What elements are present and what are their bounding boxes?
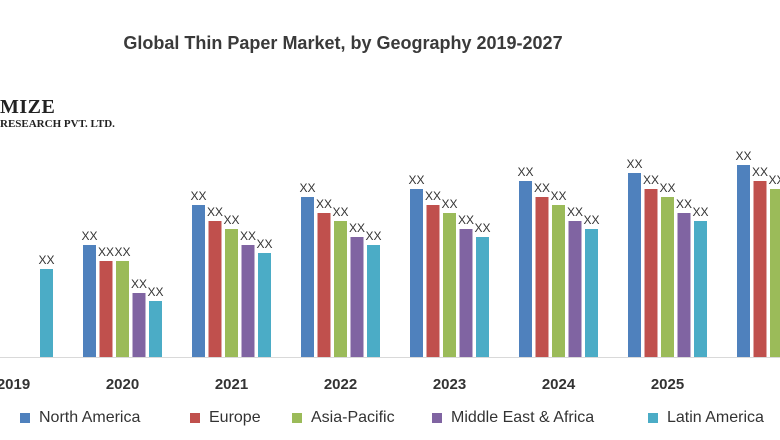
bar-middle-east-africa-2022 xyxy=(350,237,364,357)
legend-swatch-asia-pacific xyxy=(292,413,302,423)
bar-label-europe-2020: XX xyxy=(98,245,114,259)
legend-swatch-middle-east-africa xyxy=(432,413,442,423)
bar-label-asia-pacific-2020: XX xyxy=(114,245,130,259)
bar-label-latin-america-2023: XX xyxy=(474,221,490,235)
x-tick-2021: 2021 xyxy=(215,376,248,393)
legend-label-middle-east-africa: Middle East & Africa xyxy=(451,409,595,426)
legend-label-europe: Europe xyxy=(209,409,261,426)
bar-label-middle-east-africa-2023: XX xyxy=(458,213,474,227)
bar-north-america-2020 xyxy=(83,245,96,357)
legend-label-north-america: North America xyxy=(39,409,141,426)
x-axis-ticks: 2019 2020 2021 2022 2023 2024 2025 xyxy=(0,376,684,393)
legend-label-latin-america: Latin America xyxy=(667,409,764,426)
bar-latin-america-2023 xyxy=(476,237,489,357)
x-tick-2019: 2019 xyxy=(0,376,30,393)
bar-latin-america-2024 xyxy=(585,229,598,357)
bar-label-middle-east-africa-2024: XX xyxy=(567,205,583,219)
bar-latin-america-2022 xyxy=(367,245,380,357)
legend: North America Europe Asia-Pacific Middle Ea… xyxy=(0,409,780,433)
x-tick-2024: 2024 xyxy=(542,376,576,393)
legend-swatch-latin-america xyxy=(648,413,658,423)
bar-north-america-2023 xyxy=(410,189,423,357)
bar-north-america-2022 xyxy=(301,197,314,357)
bar-europe-2024 xyxy=(535,197,549,357)
legend-item-asia-pacific: Asia-Pacific xyxy=(292,409,395,427)
bar-label-asia-pacific-2025: XX xyxy=(659,181,675,195)
bar-label-europe-2022: XX xyxy=(316,197,332,211)
bar-latin-america-2019 xyxy=(40,269,53,357)
bar-middle-east-africa-2023 xyxy=(459,229,473,357)
bar-asia-pacific-2021 xyxy=(225,229,238,357)
bar-label-asia-pacific-2022: XX xyxy=(332,205,348,219)
bar-north-america-2025 xyxy=(628,173,641,357)
bar-label-latin-america-2022: XX xyxy=(365,229,381,243)
bar-north-america-2024 xyxy=(519,181,532,357)
bar-europe-2026 xyxy=(753,181,767,357)
bar-label-latin-america-2024: XX xyxy=(583,213,599,227)
bar-latin-america-2025 xyxy=(694,221,707,357)
bar-label-middle-east-africa-2025: XX xyxy=(676,197,692,211)
bar-label-europe-2026: XX xyxy=(752,165,768,179)
x-tick-2023: 2023 xyxy=(433,376,466,393)
bar-label-latin-america-2020: XX xyxy=(147,285,163,299)
bar-latin-america-2021 xyxy=(258,253,271,357)
bar-label-north-america-2021: XX xyxy=(190,189,206,203)
bar-north-america-2021 xyxy=(192,205,205,357)
bar-middle-east-africa-2025 xyxy=(677,213,691,357)
bar-label-europe-2021: XX xyxy=(207,205,223,219)
bar-label-asia-pacific-2021: XX xyxy=(223,213,239,227)
bar-middle-east-africa-2024 xyxy=(568,221,582,357)
bar-label-north-america-2026: XX xyxy=(735,149,751,163)
bar-label-north-america-2024: XX xyxy=(517,165,533,179)
bar-label-latin-america-2025: XX xyxy=(692,205,708,219)
legend-item-europe: Europe xyxy=(190,409,261,427)
bar-label-europe-2023: XX xyxy=(425,189,441,203)
bar-asia-pacific-2022 xyxy=(334,221,347,357)
bar-middle-east-africa-2021 xyxy=(241,245,255,357)
legend-item-north-america: North America xyxy=(20,409,140,427)
bar-latin-america-2020 xyxy=(149,301,162,357)
bar-asia-pacific-2026 xyxy=(770,189,780,357)
bar-label-latin-america-2019: XX xyxy=(38,253,54,267)
bar-label-north-america-2025: XX xyxy=(626,157,642,171)
bar-label-north-america-2020: XX xyxy=(81,229,97,243)
bar-asia-pacific-2025 xyxy=(661,197,674,357)
bar-europe-2025 xyxy=(644,189,658,357)
brand-subtitle: RESEARCH PVT. LTD. xyxy=(0,118,115,130)
bar-europe-2021 xyxy=(208,221,222,357)
bar-label-middle-east-africa-2022: XX xyxy=(349,221,365,235)
chart-title: Global Thin Paper Market, by Geography 2… xyxy=(123,33,563,53)
bar-north-america-2026 xyxy=(737,165,750,357)
bar-asia-pacific-2020 xyxy=(116,261,129,357)
bar-europe-2023 xyxy=(426,205,440,357)
legend-swatch-north-america xyxy=(20,413,30,423)
legend-item-latin-america: Latin America xyxy=(648,409,764,427)
bar-label-europe-2025: XX xyxy=(643,173,659,187)
bar-label-europe-2024: XX xyxy=(534,181,550,195)
bar-label-latin-america-2021: XX xyxy=(256,237,272,251)
bar-europe-2022 xyxy=(317,213,331,357)
x-tick-2025: 2025 xyxy=(651,376,684,393)
brand-name: MIZE xyxy=(0,96,56,118)
legend-label-asia-pacific: Asia-Pacific xyxy=(311,409,395,426)
x-tick-2020: 2020 xyxy=(106,376,139,393)
bar-label-asia-pacific-2026: XX xyxy=(768,173,780,187)
bar-label-north-america-2022: XX xyxy=(299,181,315,195)
bar-label-middle-east-africa-2021: XX xyxy=(240,229,256,243)
bars-group xyxy=(40,165,780,357)
bar-label-asia-pacific-2023: XX xyxy=(441,197,457,211)
bar-label-asia-pacific-2024: XX xyxy=(550,189,566,203)
legend-item-middle-east-africa: Middle East & Africa xyxy=(432,409,594,427)
legend-swatch-europe xyxy=(190,413,200,423)
bar-europe-2020 xyxy=(99,261,113,357)
bar-asia-pacific-2023 xyxy=(443,213,456,357)
bar-label-north-america-2023: XX xyxy=(408,173,424,187)
bar-middle-east-africa-2020 xyxy=(132,293,146,357)
bar-label-middle-east-africa-2020: XX xyxy=(131,277,147,291)
x-tick-2022: 2022 xyxy=(324,376,357,393)
bar-asia-pacific-2024 xyxy=(552,205,565,357)
brand-logo: MIZE RESEARCH PVT. LTD. xyxy=(0,97,115,130)
